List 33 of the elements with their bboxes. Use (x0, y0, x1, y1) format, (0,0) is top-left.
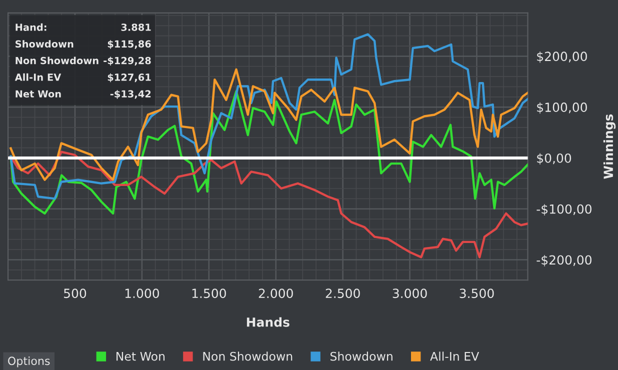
annotation: All-In EV (14, 73, 62, 81)
y-tick-label: -$200,00 (536, 254, 592, 266)
annotation: Net Won (16, 90, 61, 98)
text: Options (8, 356, 50, 368)
x-tick-label: 3.000 (392, 288, 427, 298)
legend-label: Showdown (330, 352, 392, 361)
x-tick-label: 500 (64, 288, 86, 298)
y-tick-label: $100,00 (537, 102, 587, 114)
legend-label: All-In EV (430, 352, 480, 361)
annotation: 3.881 (121, 24, 151, 31)
x-tick-label: 2.500 (326, 288, 360, 298)
line-series (10, 150, 528, 258)
annotation: Hand: (16, 23, 46, 31)
line-series (10, 90, 528, 215)
y-axis-title: Winnings (603, 114, 616, 179)
x-axis-title: Hands (246, 317, 290, 327)
x-tick-label: 1.000 (125, 288, 160, 298)
y-tick-label: $200,00 (537, 51, 587, 63)
x-tick-label: 3.500 (460, 288, 494, 298)
x-tick-label: 2.000 (258, 288, 293, 298)
annotation: -$13,42 (110, 90, 151, 99)
annotation: Showdown (16, 40, 74, 48)
line-series (10, 33, 528, 200)
y-tick-label: $0,00 (537, 153, 572, 165)
y-tick-label: -$100,00 (536, 204, 592, 216)
legend-label: Net Won (116, 352, 165, 361)
annotation: $115,86 (108, 40, 151, 49)
x-tick-label: 1.500 (192, 288, 226, 298)
line-series (10, 68, 528, 181)
annotation: $127,61 (108, 73, 151, 82)
annotation: -$129,28 (104, 56, 151, 66)
annotation: Non Showdown (16, 56, 98, 64)
legend-label: Non Showdown (203, 352, 292, 361)
